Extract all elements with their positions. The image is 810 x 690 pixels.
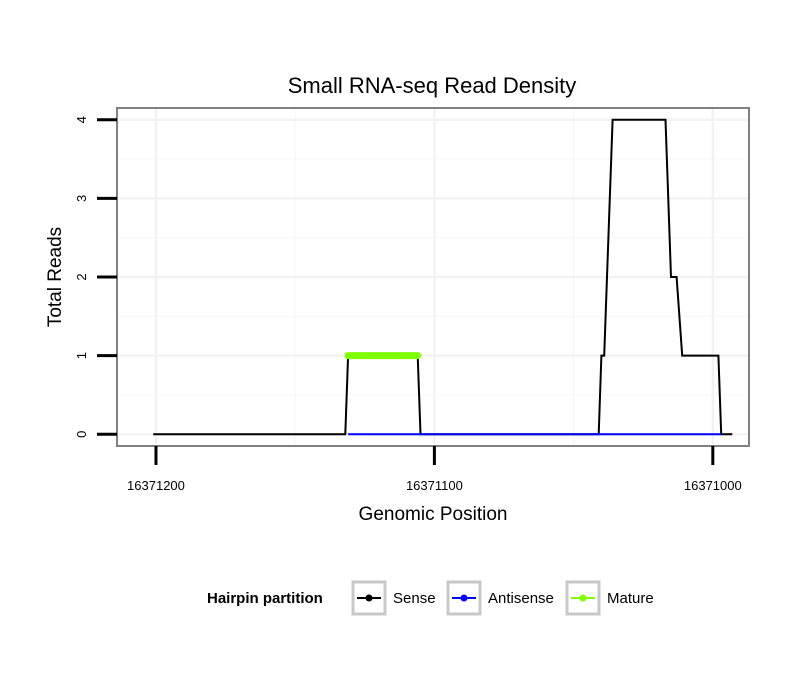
y-tick-label-1: 1 (74, 352, 89, 359)
x-tick-label-2: 16371000 (684, 478, 742, 493)
legend: Hairpin partition Sense Antisense Mature (207, 580, 654, 616)
series-layer (153, 118, 733, 436)
legend-key-mature (565, 580, 601, 616)
x-tick-label-1: 16371100 (406, 478, 463, 493)
legend-item-mature: Mature (565, 580, 654, 616)
legend-dot-antisense (460, 594, 468, 602)
grid-lines (117, 108, 749, 446)
x-axis-title: Genomic Position (359, 504, 508, 525)
chart-title: Small RNA-seq Read Density (288, 73, 577, 98)
legend-dot-mature (579, 594, 587, 602)
legend-item-sense: Sense (351, 580, 436, 616)
legend-label-antisense: Antisense (488, 590, 554, 607)
x-axis: 16371200 16371100 16371000 (127, 446, 742, 493)
x-tick-label-0: 16371200 (127, 478, 185, 493)
legend-dot-sense (365, 594, 373, 602)
y-tick-label-3: 3 (74, 195, 89, 202)
y-axis-title: Total Reads (45, 227, 66, 327)
legend-title: Hairpin partition (207, 590, 323, 607)
legend-label-sense: Sense (393, 590, 436, 607)
y-tick-label-2: 2 (74, 273, 89, 280)
y-tick-label-0: 0 (74, 431, 89, 438)
legend-label-mature: Mature (607, 590, 654, 607)
legend-item-antisense: Antisense (446, 580, 554, 616)
y-tick-label-4: 4 (74, 116, 89, 123)
y-axis: 0 1 2 3 4 (74, 116, 117, 438)
